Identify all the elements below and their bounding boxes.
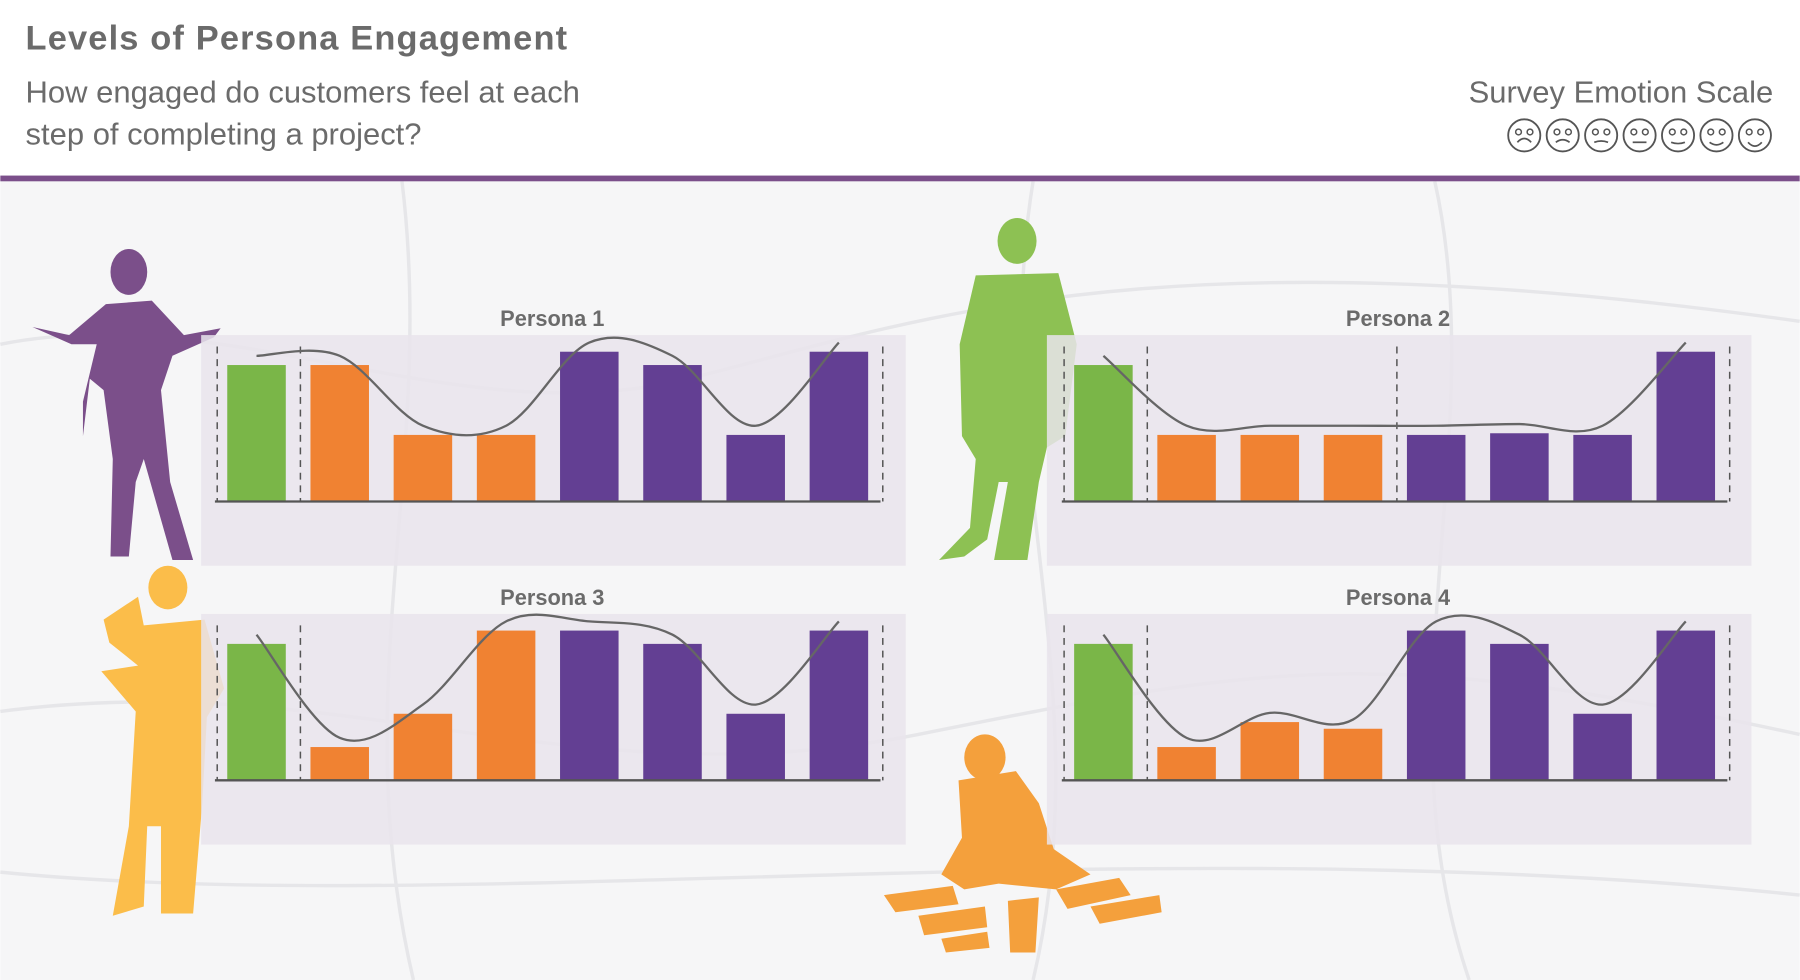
face-mouth bbox=[1516, 137, 1532, 143]
bar bbox=[726, 434, 785, 502]
persona-silhouette bbox=[32, 218, 1162, 953]
face-eye bbox=[1553, 128, 1561, 136]
bar bbox=[1157, 747, 1216, 781]
chart-title: Persona 3 bbox=[500, 585, 604, 610]
subtitle-line: step of completing a project? bbox=[26, 117, 422, 152]
bar bbox=[476, 630, 536, 781]
chart-panel bbox=[1046, 335, 1752, 566]
face-mouth bbox=[1593, 140, 1609, 144]
face-eye bbox=[1514, 128, 1523, 136]
face bbox=[1737, 118, 1772, 153]
face-mouth bbox=[1747, 141, 1763, 147]
chart-panel bbox=[201, 613, 906, 845]
bar bbox=[1490, 643, 1549, 781]
face bbox=[1622, 118, 1657, 153]
scale-title: Survey Emotion Scale bbox=[1469, 74, 1774, 109]
bar bbox=[393, 434, 453, 502]
bar bbox=[1490, 433, 1549, 502]
face-eye bbox=[1526, 128, 1534, 136]
bar bbox=[310, 747, 369, 781]
emotion-curve bbox=[1102, 614, 1687, 742]
bar bbox=[643, 365, 702, 502]
bar bbox=[560, 630, 619, 781]
face-eye bbox=[1641, 128, 1649, 136]
emotion-curve bbox=[1102, 341, 1687, 433]
face-eye bbox=[1630, 128, 1638, 136]
face-eye bbox=[1603, 128, 1611, 136]
bar bbox=[1323, 728, 1383, 781]
bar bbox=[476, 434, 536, 502]
bar bbox=[1157, 434, 1216, 502]
subtitle-line: How engaged do customers feel at each bbox=[26, 74, 580, 109]
face-eye bbox=[1668, 128, 1676, 136]
bar bbox=[560, 351, 619, 502]
face-eye bbox=[1564, 128, 1573, 136]
face bbox=[1699, 118, 1734, 153]
emotion-scale bbox=[1507, 118, 1772, 153]
face bbox=[1661, 118, 1696, 153]
chart-title: Persona 4 bbox=[1346, 585, 1450, 610]
face-eye bbox=[1745, 128, 1753, 136]
face-mouth bbox=[1555, 138, 1571, 144]
face-mouth bbox=[1670, 141, 1686, 145]
bar bbox=[1240, 434, 1300, 502]
emotion-curve bbox=[256, 336, 840, 437]
page-title: Levels of Persona Engagement bbox=[26, 19, 569, 57]
bar bbox=[1074, 365, 1133, 502]
bar bbox=[809, 630, 869, 781]
emotion-curve bbox=[255, 613, 840, 742]
bar bbox=[1656, 630, 1716, 781]
bar bbox=[1074, 643, 1133, 781]
bar bbox=[227, 365, 286, 502]
bar bbox=[1406, 630, 1466, 781]
bar bbox=[1323, 434, 1383, 502]
chart-title: Persona 2 bbox=[1346, 306, 1450, 331]
bar bbox=[310, 365, 369, 502]
bar bbox=[1573, 434, 1632, 502]
chart-panel bbox=[201, 335, 906, 566]
face bbox=[1545, 118, 1580, 153]
bar bbox=[809, 351, 869, 502]
face-eye bbox=[1757, 128, 1765, 136]
face bbox=[1584, 118, 1619, 153]
chart-panel bbox=[1046, 613, 1752, 845]
bar bbox=[227, 643, 286, 781]
bar bbox=[1406, 434, 1466, 502]
face-eye bbox=[1680, 128, 1688, 136]
map-background bbox=[0, 181, 1800, 980]
bar bbox=[1240, 722, 1300, 781]
bar bbox=[1573, 713, 1632, 781]
face bbox=[1507, 118, 1542, 153]
bar bbox=[393, 713, 453, 781]
bar bbox=[726, 713, 785, 781]
face-eye bbox=[1718, 128, 1726, 136]
chart-title: Persona 1 bbox=[500, 306, 604, 331]
header-rule bbox=[0, 175, 1800, 182]
face-eye bbox=[1591, 128, 1600, 136]
bar bbox=[643, 643, 702, 781]
face-eye bbox=[1707, 128, 1715, 136]
face-mouth bbox=[1709, 141, 1724, 146]
bar bbox=[1656, 351, 1716, 502]
